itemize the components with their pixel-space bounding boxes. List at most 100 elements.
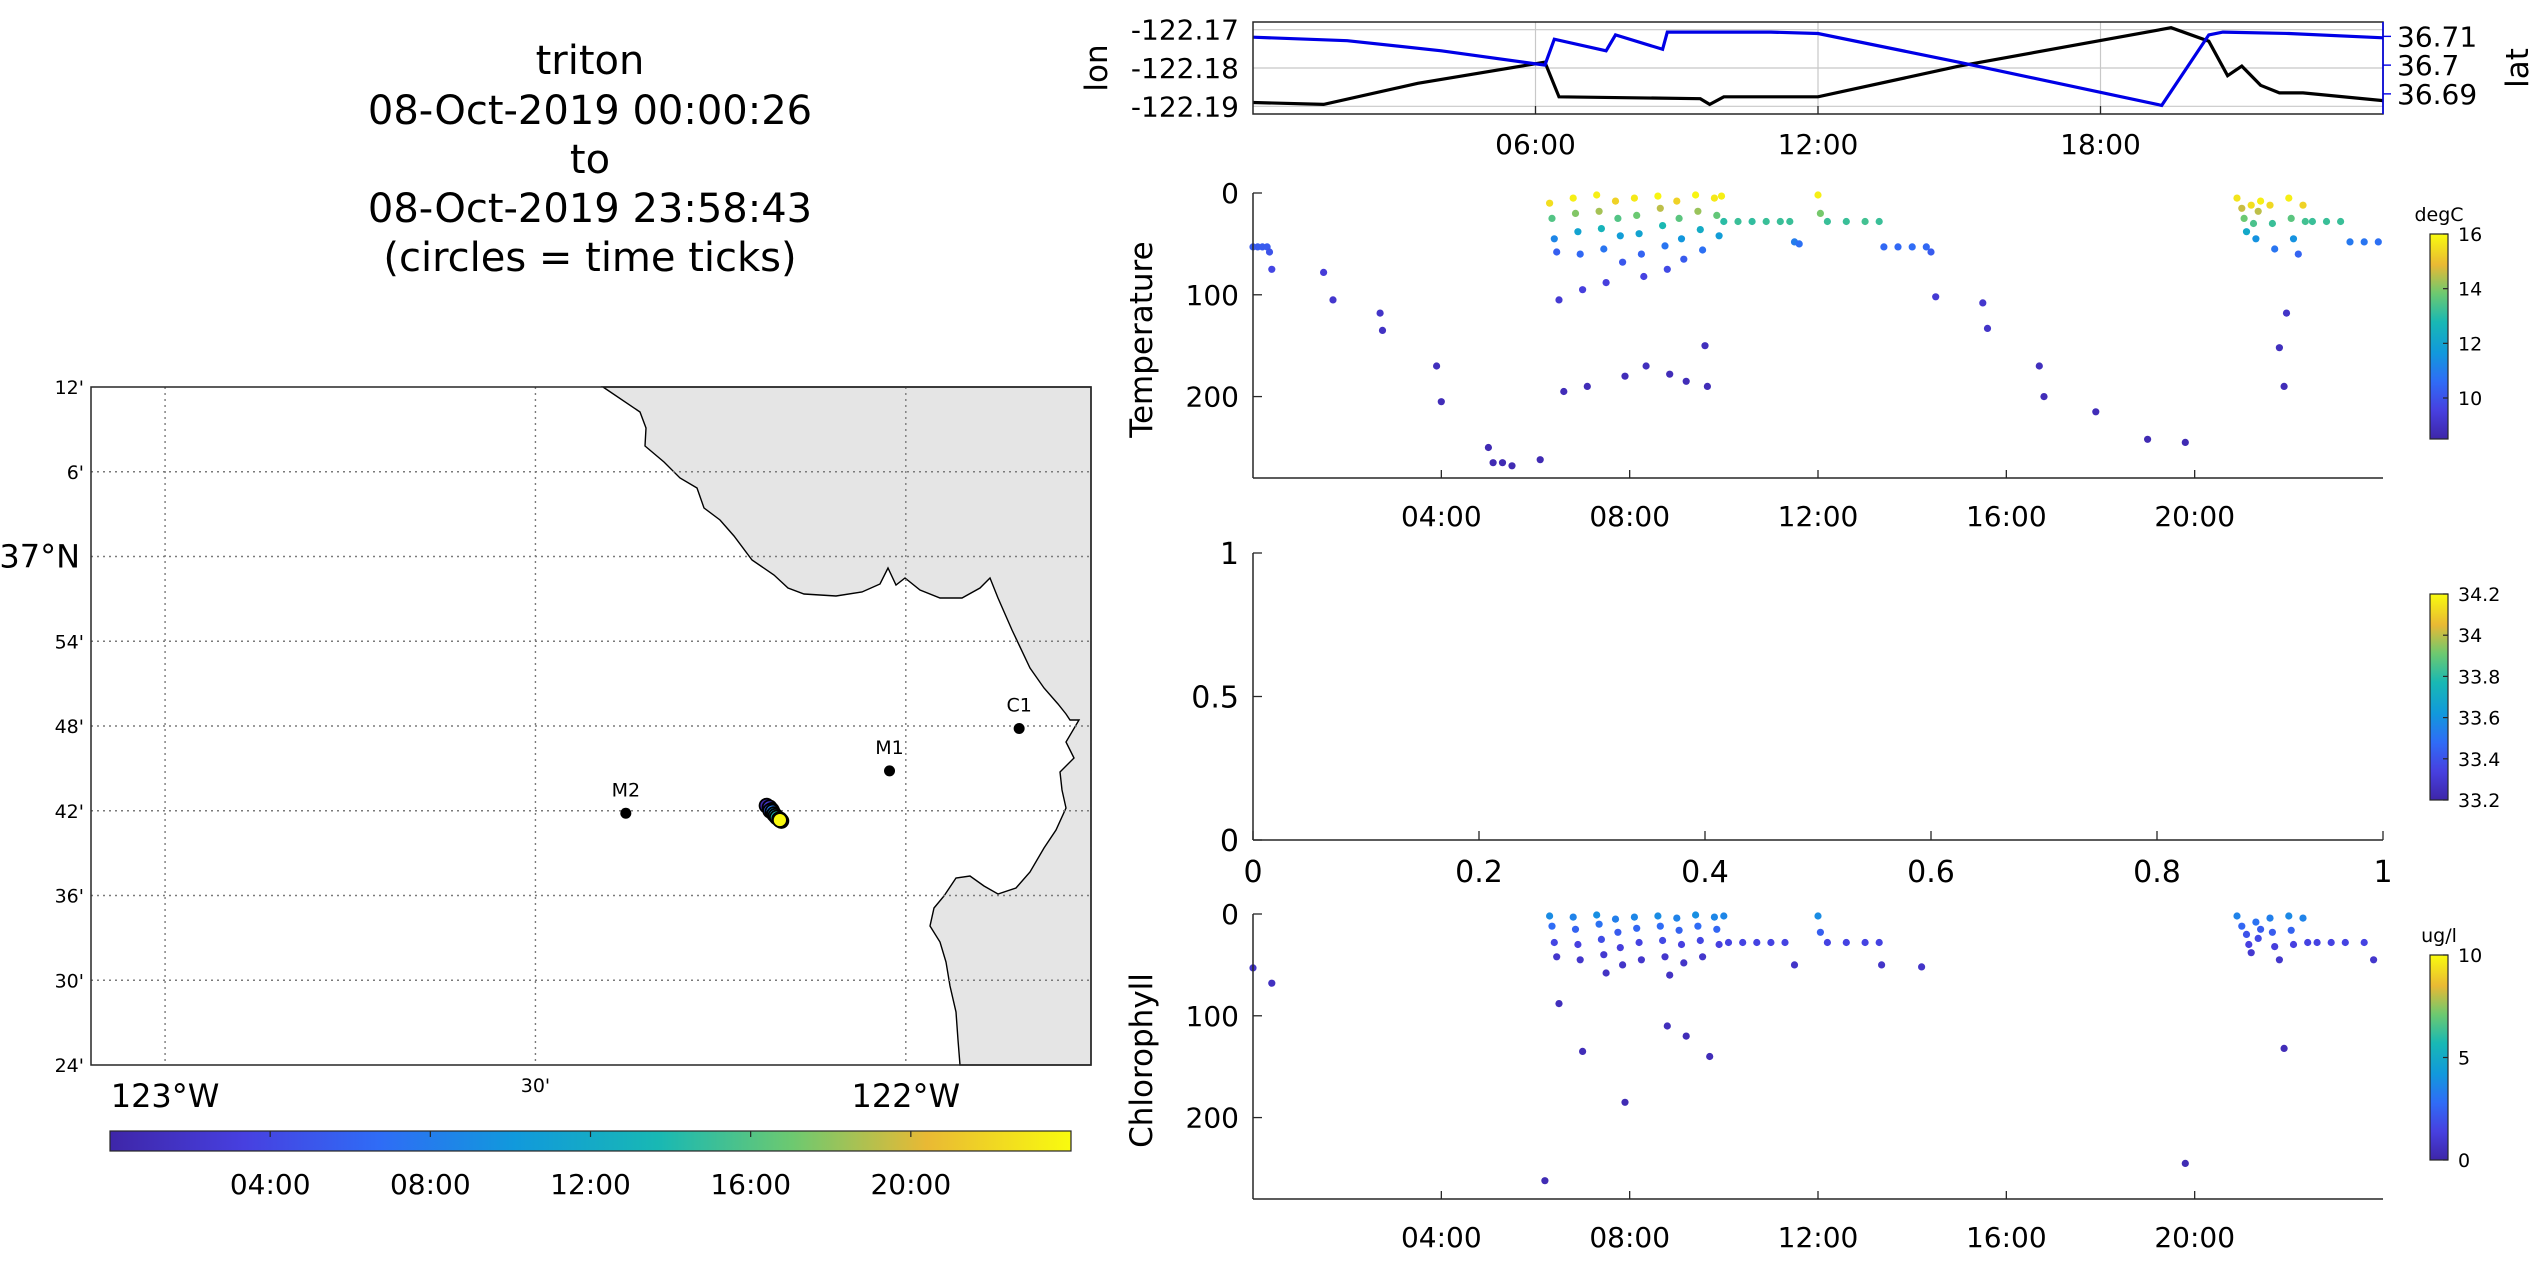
data-point	[2266, 914, 2274, 922]
data-point	[1786, 217, 1794, 226]
data-point	[1637, 250, 1645, 258]
data-point	[2287, 926, 2295, 934]
data-point	[1611, 197, 1620, 205]
data-point	[2233, 194, 2241, 202]
data-point	[1875, 938, 1883, 947]
data-point	[2252, 235, 2260, 243]
data-point	[2294, 250, 2302, 258]
data-point	[1637, 956, 1645, 964]
x-tick-label: 16:00	[1966, 500, 2047, 533]
x-tick-label: 0	[1243, 855, 1262, 890]
lat-series-line	[1252, 30, 2384, 108]
data-point	[1703, 382, 1711, 390]
colorbar-tick-label: 33.4	[2458, 749, 2500, 771]
x-tick-label: 0.6	[1907, 855, 1955, 890]
map-lat-label: 42'	[55, 801, 84, 823]
glider-track	[758, 797, 790, 829]
data-point	[2285, 194, 2293, 202]
data-point	[1489, 459, 1497, 467]
data-point	[2280, 1044, 2288, 1052]
time-colorbar-ticks: 04:00 08:00 12:00 16:00 20:00	[230, 1131, 951, 1201]
data-point	[1720, 217, 1728, 226]
station-marker	[884, 765, 896, 777]
x-tick-label: 12:00	[1778, 500, 1859, 533]
data-point	[1739, 938, 1747, 947]
data-point	[1574, 940, 1582, 949]
temperature-plot-area	[1253, 193, 2383, 478]
data-point	[1753, 938, 1761, 947]
data-point	[1614, 928, 1622, 936]
data-point	[1569, 913, 1577, 921]
data-point	[1682, 377, 1690, 385]
data-point	[1621, 372, 1629, 380]
x-tick-label: 20:00	[2154, 1221, 2235, 1254]
x-tick-label: 12:00	[1778, 128, 1859, 161]
data-point	[1571, 925, 1580, 933]
map-tick-labels: 123°W 30' 122°W 12' 6' 37°N 54' 48' 42' 36' 30' 24'	[0, 377, 960, 1115]
data-point	[1795, 240, 1803, 248]
data-point	[1600, 245, 1608, 253]
data-point	[1579, 1047, 1587, 1055]
data-point	[2271, 943, 2279, 951]
chlorophyll-plot-area	[1253, 914, 2383, 1199]
data-point	[1823, 938, 1831, 947]
colorbar-tick-label: 12	[2458, 333, 2482, 355]
data-point	[1663, 265, 1671, 273]
colorbar-tick-label: 5	[2458, 1048, 2470, 1070]
data-point	[2360, 938, 2368, 947]
data-point	[1922, 243, 1930, 251]
data-point	[1320, 268, 1328, 276]
title-line-5: (circles = time ticks)	[383, 235, 796, 281]
colorbar-tick-label: 33.6	[2458, 708, 2500, 730]
data-point	[1656, 204, 1664, 212]
data-point	[2322, 217, 2331, 226]
data-point	[1654, 912, 1662, 920]
lon-lat-panel: -122.17 -122.18 -122.19 06:00 12:00 18:00 36.7…	[1079, 14, 2536, 161]
time-colorbar-tick-label: 08:00	[390, 1168, 471, 1201]
data-point	[1571, 209, 1580, 217]
y-tick-label: 100	[1186, 1000, 1239, 1033]
data-point	[1715, 232, 1723, 240]
data-point	[2254, 934, 2262, 943]
y-tick-label: 0	[1220, 824, 1239, 859]
temperature-axis-label: Temperature	[1124, 241, 1160, 438]
lon-series-line	[1252, 26, 2384, 107]
map-lon-label: 30'	[521, 1075, 550, 1097]
data-point	[1710, 913, 1718, 921]
data-point	[2247, 949, 2255, 957]
data-point	[1816, 928, 1824, 936]
data-point	[2337, 217, 2345, 226]
data-point	[1666, 971, 1674, 979]
data-point	[1694, 922, 1702, 930]
data-point	[1265, 248, 1274, 256]
data-point	[1781, 938, 1789, 947]
data-point	[1619, 961, 1627, 969]
data-point	[1600, 951, 1608, 959]
salinity-panel: 0 0.5 1 0 0.2 0.4 0.6 0.8 1 33.2 33.4 33.6 33.8 34 34.…	[1191, 537, 2500, 890]
data-point	[1677, 235, 1686, 243]
map-lon-label: 123°W	[111, 1077, 220, 1115]
data-point	[1560, 387, 1568, 396]
data-point	[1880, 243, 1888, 251]
data-point	[1659, 936, 1667, 945]
data-point	[1508, 462, 1516, 470]
data-point	[1602, 279, 1610, 287]
data-point	[1816, 209, 1824, 217]
map-lat-label: 30'	[55, 970, 84, 992]
data-point	[2341, 938, 2349, 947]
data-point	[1713, 211, 1721, 219]
data-point	[1576, 956, 1584, 964]
figure-title: triton 08-Oct-2019 00:00:26 to 08-Oct-20…	[368, 38, 812, 281]
data-point	[1555, 296, 1563, 304]
data-point	[2092, 408, 2100, 416]
data-point	[2271, 245, 2279, 253]
title-line-1: triton	[536, 38, 645, 84]
data-point	[1376, 309, 1384, 317]
data-point	[1842, 938, 1850, 947]
x-tick-label: 04:00	[1401, 500, 1482, 533]
map-gridlines	[91, 387, 1091, 1065]
title-line-3: to	[570, 137, 610, 183]
data-point	[1550, 235, 1558, 243]
data-point	[1595, 207, 1603, 215]
data-point	[1748, 217, 1756, 226]
